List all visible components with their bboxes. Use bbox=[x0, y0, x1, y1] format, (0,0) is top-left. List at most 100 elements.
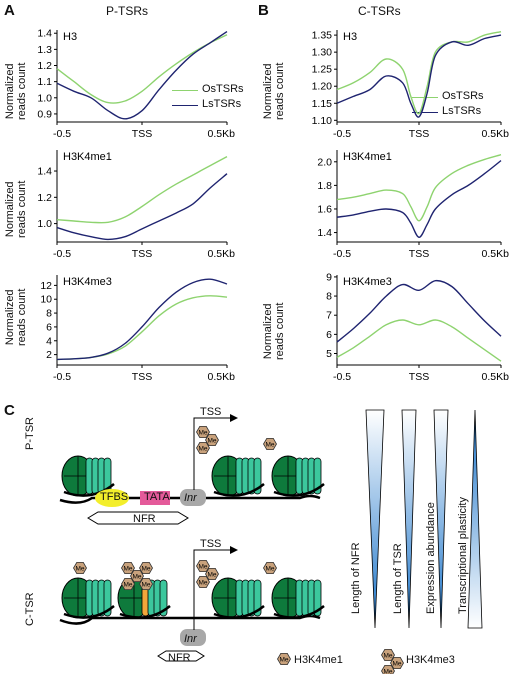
y-tick-label: 12 bbox=[40, 280, 52, 292]
series-ostsrs bbox=[336, 31, 502, 115]
me-label: Me bbox=[265, 566, 274, 573]
me-label: Me bbox=[198, 580, 207, 587]
me-label: Me bbox=[383, 653, 392, 660]
series-lstsrs bbox=[336, 34, 502, 118]
me-label: Me bbox=[279, 657, 288, 664]
me-label: Me bbox=[198, 430, 207, 437]
me-label: Me bbox=[132, 574, 141, 581]
y-tick-label: 1.3 bbox=[37, 44, 52, 56]
y-tick-label: 1.4 bbox=[37, 28, 52, 40]
x-tick-label: TSS bbox=[132, 128, 152, 140]
x-tick-label: -0.5 bbox=[333, 248, 351, 260]
x-tick-label: -0.5 bbox=[53, 371, 71, 383]
tfbs-box bbox=[95, 489, 129, 507]
me-hex-2f: Me bbox=[130, 570, 144, 582]
legend-os-line-a bbox=[172, 90, 198, 91]
x-tick-label: -0.5 bbox=[53, 248, 71, 260]
chart-title: H3K4me3 bbox=[343, 276, 392, 288]
x-tick-label: -0.5 bbox=[53, 128, 71, 140]
chart-title: H3 bbox=[343, 31, 357, 43]
me-label: Me bbox=[75, 566, 84, 573]
nucleosome-1b bbox=[211, 455, 265, 497]
legend-me1-hex: Me bbox=[277, 653, 291, 665]
nfr-shape-2 bbox=[157, 650, 205, 662]
me-hex-2d: Me bbox=[73, 562, 87, 574]
legend-ls-line bbox=[412, 112, 438, 113]
series-ostsrs bbox=[336, 154, 502, 222]
y-tick-label: 1.1 bbox=[37, 76, 52, 88]
x-tick-label: 0.5Kb bbox=[208, 128, 236, 140]
triangle-2 bbox=[433, 409, 449, 629]
x-tick-label: TSS bbox=[409, 248, 429, 260]
inr-box bbox=[180, 489, 206, 506]
me-label: Me bbox=[207, 572, 216, 579]
tata-label: TATA bbox=[144, 491, 170, 503]
series-ostsrs bbox=[56, 34, 228, 104]
y-tick-label: 1.8 bbox=[317, 180, 332, 192]
x-tick-label: 0.5Kb bbox=[482, 371, 510, 383]
y-tick-label: 9 bbox=[326, 271, 332, 283]
x-tick-label: -0.5 bbox=[333, 371, 351, 383]
me-hex-2g: Me bbox=[139, 562, 153, 574]
row-label-ptsr: P-TSR bbox=[24, 417, 36, 450]
tss-arrow-2 bbox=[193, 549, 230, 630]
series-ostsrs bbox=[56, 155, 228, 224]
tata-box bbox=[140, 491, 170, 505]
y-tick-label: 1.35 bbox=[312, 30, 333, 42]
triangle-label-plasticity: Transcriptional plasticity bbox=[457, 497, 469, 614]
y-tick-label: 0.9 bbox=[37, 108, 52, 120]
series-ostsrs bbox=[336, 319, 502, 362]
me-hex-2e: Me bbox=[121, 562, 135, 574]
nfr-label-2: NFR bbox=[168, 652, 191, 664]
legend-ls-line-a bbox=[172, 105, 198, 106]
dna-strand-2 bbox=[59, 614, 321, 625]
me-label: Me bbox=[123, 582, 132, 589]
legend-me3-hex-b: Me bbox=[390, 657, 404, 669]
chart-a-h3k4me1: H3K4me1 1.0 1.2 1.4 -0.5 TSS 0.5Kb bbox=[37, 150, 235, 260]
tss-label-1: TSS bbox=[200, 406, 222, 418]
me-hex-1b: Me bbox=[205, 433, 219, 447]
line-charts: H30.91.01.11.21.31.4-0.5 TSS 0.5KbH3K4me11… bbox=[37, 28, 510, 383]
y-tick-label: 5 bbox=[326, 348, 332, 360]
me-label: Me bbox=[392, 661, 401, 668]
legend-ls-label: LsTSRs bbox=[442, 105, 482, 117]
nucleosome-2d bbox=[271, 577, 325, 619]
tfbs-label: TFBS bbox=[100, 491, 129, 503]
me-hex-1d: Me bbox=[263, 437, 277, 451]
tss-arrowhead-1 bbox=[230, 414, 238, 422]
series-lstsrs bbox=[56, 278, 228, 361]
tss-label-2: TSS bbox=[200, 538, 222, 550]
me-label: Me bbox=[383, 669, 392, 674]
y-tick-label: 10 bbox=[40, 294, 52, 306]
triangle-1 bbox=[401, 409, 417, 629]
y-tick-label: 1.2 bbox=[37, 192, 52, 204]
panel-a-letter: A bbox=[4, 2, 15, 19]
me-label: Me bbox=[123, 566, 132, 573]
y-tick-label: 1.4 bbox=[317, 227, 332, 239]
me-hex-2j: Me bbox=[263, 562, 277, 574]
legend-os-label-a: OsTSRs bbox=[202, 83, 244, 95]
y-tick-label: 1.30 bbox=[312, 47, 333, 59]
x-tick-label: -0.5 bbox=[333, 128, 351, 140]
legend-me3-hex-a: Me bbox=[381, 649, 395, 661]
nucleosome-1c bbox=[271, 455, 325, 497]
y-tick-label: 6 bbox=[46, 321, 52, 333]
y-tick-label: 1.0 bbox=[37, 92, 52, 104]
triangle-3 bbox=[467, 409, 483, 629]
y-tick-label: 6 bbox=[326, 329, 332, 341]
chart-title: H3K4me3 bbox=[63, 276, 112, 288]
nfr-shape-1 bbox=[87, 511, 189, 525]
triangle-label-tsr: Length of TSR bbox=[392, 543, 404, 614]
triangle-label-nfr: Length of NFR bbox=[350, 542, 362, 614]
tss-arrowhead-2 bbox=[230, 546, 238, 554]
x-tick-label: TSS bbox=[409, 128, 429, 140]
y-tick-label: 2 bbox=[46, 349, 52, 361]
chart-a-h3: H3 0.9 1.0 1.1 1.2 1.3 1.4 -0.5 TSS 0.5Kb bbox=[37, 28, 235, 140]
me-label: Me bbox=[198, 564, 207, 571]
panel-b-letter: B bbox=[258, 2, 269, 19]
y-tick-label: 1.10 bbox=[312, 115, 333, 127]
nucleosome-2c bbox=[211, 577, 265, 619]
panel-a-title: P-TSRs bbox=[106, 4, 148, 18]
series-lstsrs bbox=[56, 31, 228, 120]
